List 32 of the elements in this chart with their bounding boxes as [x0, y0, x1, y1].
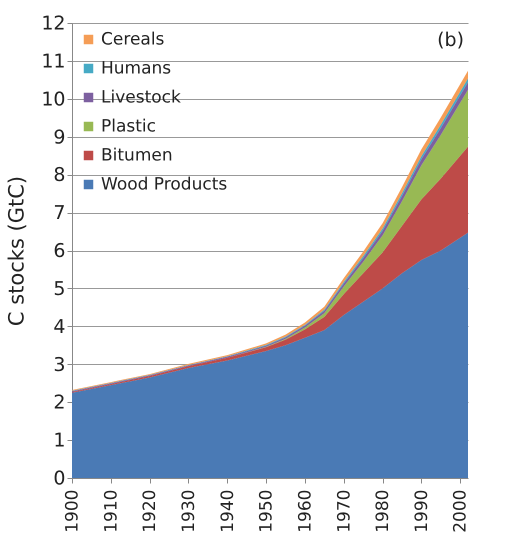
y-tick-label: 10 — [41, 88, 66, 110]
y-tick-label: 0 — [53, 468, 66, 490]
x-tick-label: 2000 — [450, 490, 471, 533]
x-tick-label: 1900 — [62, 490, 82, 533]
x-tick-label: 1910 — [101, 490, 122, 533]
y-tick-label: 3 — [53, 354, 66, 376]
legend-label: Plastic — [101, 116, 156, 136]
y-tick-label: 9 — [53, 126, 66, 148]
legend-label: Livestock — [101, 88, 181, 108]
x-tick-label: 1950 — [256, 490, 277, 533]
legend-label: Humans — [101, 58, 172, 78]
x-tick-label: 1990 — [412, 490, 432, 533]
x-tick-label: 1980 — [373, 490, 394, 533]
x-tick-label: 1920 — [140, 490, 160, 533]
x-tick-label: 1940 — [218, 490, 238, 533]
annotation: (b) — [437, 29, 464, 51]
y-tick-label: 7 — [53, 202, 66, 224]
legend-label: Bitumen — [101, 146, 173, 166]
x-tick-label: 1930 — [178, 490, 199, 533]
y-tick-label: 6 — [53, 240, 66, 262]
legend-label: Wood Products — [101, 174, 228, 194]
y-tick-label: 4 — [53, 316, 66, 338]
x-tick-label: 1970 — [334, 490, 354, 533]
y-tick-label: 1 — [53, 430, 66, 452]
legend-label: Cereals — [101, 30, 165, 50]
x-tick-label: 1960 — [295, 490, 316, 533]
y-tick-label: 11 — [41, 50, 66, 72]
y-axis-title: C stocks (GtC) — [4, 176, 28, 326]
y-tick-label: 8 — [53, 164, 66, 186]
y-tick-label: 2 — [53, 392, 66, 414]
y-tick-label: 12 — [41, 12, 66, 34]
y-tick-label: 5 — [53, 278, 66, 300]
